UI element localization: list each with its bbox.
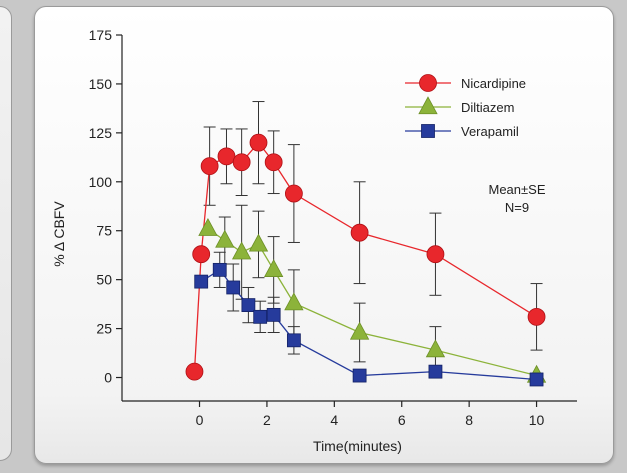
data-point [215,229,235,248]
y-tick-label: 150 [89,76,113,92]
chart-legend: Nicardipine Diltiazem Verapamil [405,74,526,139]
y-tick-label: 125 [89,125,113,141]
annotation-line: N=9 [505,200,529,215]
legend-marker [418,96,438,115]
data-point [253,309,268,324]
x-tick-label: 10 [529,412,545,428]
data-point [286,333,301,348]
y-tick-label: 25 [96,321,112,337]
annotation-line: Mean±SE [489,182,546,197]
error-bars [213,251,300,355]
x-tick-label: 4 [330,412,338,428]
data-point [248,233,269,252]
x-axis-label: Time(minutes) [313,438,402,454]
series-nicardipine [185,101,546,381]
data-point [428,364,443,379]
data-point [349,321,370,340]
legend-label: Nicardipine [461,76,526,91]
chart-series [185,101,547,387]
data-point [529,372,544,387]
data-point [527,307,546,326]
legend-label: Diltiazem [461,100,514,115]
line-chart: 0 25 50 75 100 125 150 175 0 2 4 6 8 10 Time(minutes)%… [51,27,577,454]
x-tick-label: 0 [196,412,204,428]
legend-marker [421,124,435,138]
x-tick-label: 8 [465,412,473,428]
y-tick-label: 50 [96,272,112,288]
legend-label: Verapamil [461,124,519,139]
data-point [198,218,218,236]
error-bars [218,204,442,375]
y-tick-label: 175 [89,27,113,43]
data-point [185,362,204,381]
data-point [284,184,303,203]
data-point [212,262,227,277]
data-point [192,245,211,264]
data-point [217,147,236,166]
data-point [264,153,283,172]
data-point [249,133,268,152]
adjacent-panel-edge [0,6,12,461]
y-tick-label: 0 [104,370,112,386]
y-tick-label: 75 [96,223,112,239]
y-tick-label: 100 [89,174,113,190]
y-axis-label: % Δ CBFV [51,201,67,267]
series-verapamil [194,251,544,387]
figure-panel: 0 25 50 75 100 125 150 175 0 2 4 6 8 10 Time(minutes)%… [34,6,614,464]
data-point [194,274,209,289]
x-tick-label: 2 [263,412,271,428]
chart-annotation: Mean±SE N=9 [489,182,546,215]
data-point [350,223,369,242]
series-diltiazem [198,204,547,383]
x-tick-label: 6 [398,412,406,428]
data-point [231,241,252,260]
chart-axes: 0 25 50 75 100 125 150 175 0 2 4 6 8 10 Time(minutes)%… [51,27,577,454]
data-point [266,307,281,322]
data-point [263,259,284,277]
data-point [352,368,367,383]
legend-marker [419,74,437,92]
data-point [226,280,241,295]
data-point [232,153,251,172]
data-point [426,245,445,264]
data-point [200,157,219,176]
data-point [241,298,256,312]
data-point [425,339,446,358]
data-point [284,292,304,311]
